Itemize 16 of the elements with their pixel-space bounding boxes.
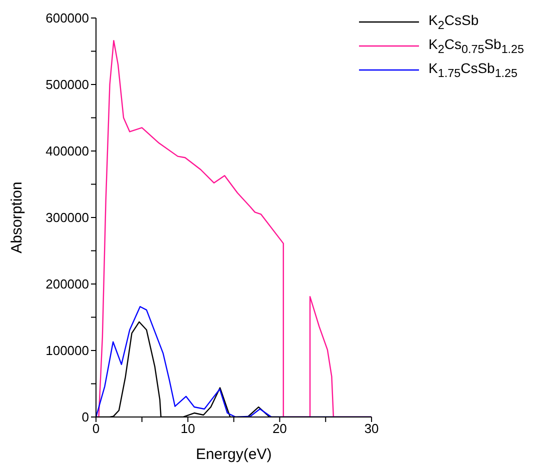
- legend-label: K$_{1.75}$CsSb$_{1.25}$: [428, 60, 518, 80]
- y-axis-title: Absorption: [8, 182, 26, 254]
- y-tick-label: 200000: [46, 276, 89, 292]
- legend-label: K$_{2}$Cs$_{0.75}$Sb$_{1.25}$: [428, 36, 524, 56]
- y-tick-label: 600000: [46, 10, 89, 26]
- x-tick-label: 10: [180, 421, 196, 436]
- x-tick-label: 30: [364, 421, 379, 436]
- y-tick-label: 500000: [46, 77, 89, 92]
- y-tick-label: 100000: [46, 343, 89, 358]
- x-tick-label: 20: [272, 421, 287, 436]
- x-tick-label: 0: [92, 421, 100, 436]
- x-axis-title: Energy(eV): [196, 446, 272, 463]
- y-tick-label: 300000: [46, 210, 89, 226]
- legend-label: K$_{2}$CsSb: [428, 12, 479, 32]
- y-tick-label: 0: [82, 410, 89, 425]
- y-tick-label: 400000: [46, 144, 89, 159]
